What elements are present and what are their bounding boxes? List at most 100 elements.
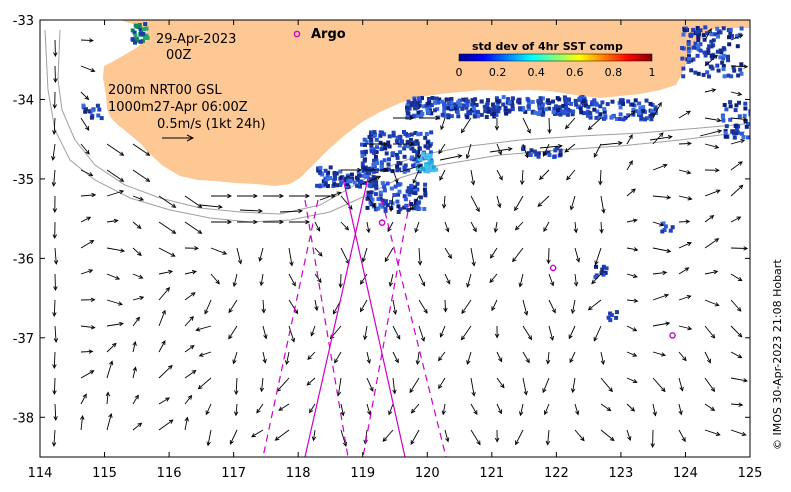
sst-pixel <box>472 114 477 119</box>
sst-pixel <box>97 107 102 112</box>
current-arrow <box>704 325 716 339</box>
sst-pixel <box>455 105 460 110</box>
sst-pixel <box>434 96 439 101</box>
current-arrow <box>416 144 422 160</box>
sst-pixel <box>363 174 368 179</box>
sst-pixel <box>723 134 728 139</box>
sst-pixel <box>710 66 715 71</box>
sst-pixel <box>461 97 466 102</box>
current-arrow <box>518 273 524 288</box>
sst-pixel <box>695 30 700 34</box>
sst-pixel <box>698 48 703 53</box>
sst-pixel <box>406 133 411 137</box>
sst-pixel <box>637 101 642 106</box>
current-arrow <box>319 191 342 201</box>
sst-pixel <box>349 172 354 177</box>
sst-pixel <box>325 174 330 179</box>
sst-pixel <box>681 74 686 79</box>
sst-pixel <box>363 149 368 154</box>
x-tick-label: 120 <box>415 466 440 481</box>
current-arrow <box>367 167 389 173</box>
sst-pixel <box>425 140 430 145</box>
sst-pixel <box>555 111 560 116</box>
sst-pixel <box>602 107 607 112</box>
sst-pixel <box>437 97 442 102</box>
sst-pixel <box>465 103 470 108</box>
track-dashed-1 <box>262 199 319 457</box>
current-arrow <box>730 377 748 383</box>
sst-pixel <box>395 199 400 204</box>
current-arrow <box>236 247 243 265</box>
current-arrow <box>211 193 233 199</box>
sst-pixel <box>726 58 731 63</box>
sst-pixel <box>130 28 135 33</box>
sst-pixel <box>689 32 694 37</box>
current-arrow <box>730 184 744 197</box>
sst-pixel <box>338 169 343 174</box>
sst-pixel <box>718 55 723 60</box>
current-arrow <box>461 299 472 315</box>
sst-pixel <box>528 152 533 157</box>
current-arrow <box>704 269 719 275</box>
current-arrow <box>52 351 57 369</box>
sst-pixel <box>726 73 731 78</box>
current-arrow <box>288 325 296 343</box>
sst-pixel <box>663 224 668 229</box>
current-arrow <box>519 169 525 186</box>
sst-pixel <box>662 228 667 232</box>
sst-pixel <box>417 96 421 101</box>
current-arrow <box>730 325 743 338</box>
current-arrow <box>52 299 57 318</box>
sst-pixel <box>372 158 377 163</box>
current-arrow <box>444 273 451 285</box>
current-arrow <box>382 429 394 442</box>
sst-pixel <box>471 106 476 111</box>
sst-pixel <box>722 103 727 107</box>
current-arrow <box>678 219 691 224</box>
current-arrow <box>652 221 665 227</box>
current-arrow <box>443 299 448 313</box>
sst-pixel <box>452 106 457 111</box>
sst-pixel <box>734 126 739 131</box>
sst-pixel <box>393 184 398 189</box>
sst-pixel <box>446 113 451 118</box>
sst-pixel <box>352 180 357 185</box>
current-arrow <box>278 403 290 411</box>
sst-pixel <box>421 156 426 161</box>
current-arrow <box>418 299 428 314</box>
current-arrow <box>466 351 472 365</box>
sst-pixel <box>316 168 321 173</box>
x-tick-label: 121 <box>479 466 504 481</box>
sst-pixel <box>421 151 426 156</box>
sst-pixel <box>378 133 383 138</box>
sst-pixel <box>730 34 734 39</box>
current-arrow <box>587 299 602 311</box>
current-arrow <box>599 140 623 146</box>
sst-pixel <box>446 106 451 111</box>
sst-pixel <box>705 61 709 66</box>
sst-pixel <box>424 132 429 136</box>
current-arrow <box>545 429 551 446</box>
current-arrow <box>289 193 311 199</box>
sst-pixel <box>420 166 425 171</box>
sst-pixel <box>414 139 419 144</box>
sst-pixel <box>521 106 526 111</box>
current-arrow <box>539 169 550 181</box>
current-arrow <box>197 377 212 390</box>
sst-pixel <box>416 200 421 205</box>
current-arrow <box>570 377 576 394</box>
sst-pixel <box>594 264 598 269</box>
sst-pixel <box>397 189 402 194</box>
current-arrow <box>626 298 639 303</box>
sst-pixel <box>332 171 337 175</box>
sst-pixel <box>346 179 351 184</box>
sst-pixel <box>686 49 691 54</box>
sst-pixel <box>386 162 391 167</box>
sst-pixel <box>510 100 515 104</box>
sst-pixel <box>422 104 426 109</box>
current-arrow <box>652 163 668 171</box>
sst-pixel <box>402 169 407 174</box>
current-arrow <box>626 188 636 197</box>
current-arrow <box>418 273 426 287</box>
